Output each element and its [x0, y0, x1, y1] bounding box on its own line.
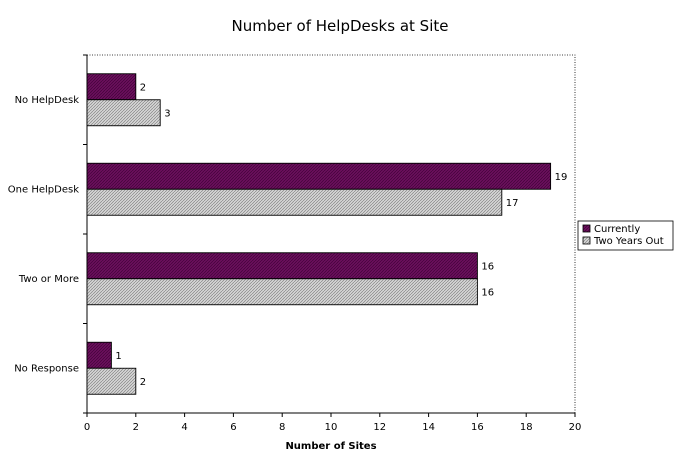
bar-value-label: 3: [164, 108, 170, 119]
x-axis-tick-label: 20: [569, 422, 582, 433]
bar-currently: [86, 73, 137, 101]
legend-frame: [577, 220, 674, 251]
bar-value-label: 2: [140, 377, 146, 388]
bar-value-label: 17: [506, 198, 519, 209]
x-axis-tick-label: 14: [422, 422, 435, 433]
y-axis-category-label: No HelpDesk: [15, 95, 80, 106]
legend-swatch-two-years-out: [582, 236, 591, 245]
x-axis-title: Number of Sites: [285, 441, 376, 452]
bar-value-label: 1: [115, 351, 121, 362]
x-axis-ticks: 0 2 4 6 8 10 12 14 16 18 20: [84, 413, 582, 433]
bar-value-label: 19: [555, 172, 568, 183]
bar-two-years-out: [86, 99, 161, 127]
bar-value-label: 16: [481, 287, 494, 298]
labels-layer: 2 3 19 17 16 16 1 2: [115, 82, 567, 388]
y-axis-category-label: No Response: [14, 363, 79, 374]
y-axis-categories: No HelpDesk One HelpDesk Two or More No Res…: [8, 54, 87, 414]
bar-currently: [86, 162, 552, 190]
bar-value-label: 2: [140, 82, 146, 93]
x-axis-tick-label: 10: [325, 422, 338, 433]
x-axis-tick-label: 0: [84, 422, 90, 433]
bar-two-years-out: [86, 367, 137, 395]
bar-value-label: 16: [481, 261, 494, 272]
x-axis-tick-label: 16: [471, 422, 484, 433]
bar-currently: [86, 252, 478, 280]
y-axis-category-label: Two or More: [18, 274, 79, 285]
x-axis-tick-label: 4: [181, 422, 187, 433]
legend-swatch-currently: [582, 224, 591, 233]
x-axis-tick-label: 12: [373, 422, 386, 433]
x-axis-tick-label: 8: [279, 422, 285, 433]
chart-title: Number of HelpDesks at Site: [232, 17, 449, 35]
x-axis-tick-label: 6: [230, 422, 236, 433]
x-axis-tick-label: 2: [133, 422, 139, 433]
x-axis-tick-label: 18: [520, 422, 533, 433]
bars-layer: [86, 73, 552, 395]
bar-two-years-out: [86, 278, 478, 306]
bar-currently: [86, 341, 112, 369]
legend-label: Two Years Out: [593, 236, 664, 247]
bar-two-years-out: [86, 188, 503, 216]
y-axis-category-label: One HelpDesk: [8, 184, 79, 195]
legend-label: Currently: [594, 224, 640, 235]
